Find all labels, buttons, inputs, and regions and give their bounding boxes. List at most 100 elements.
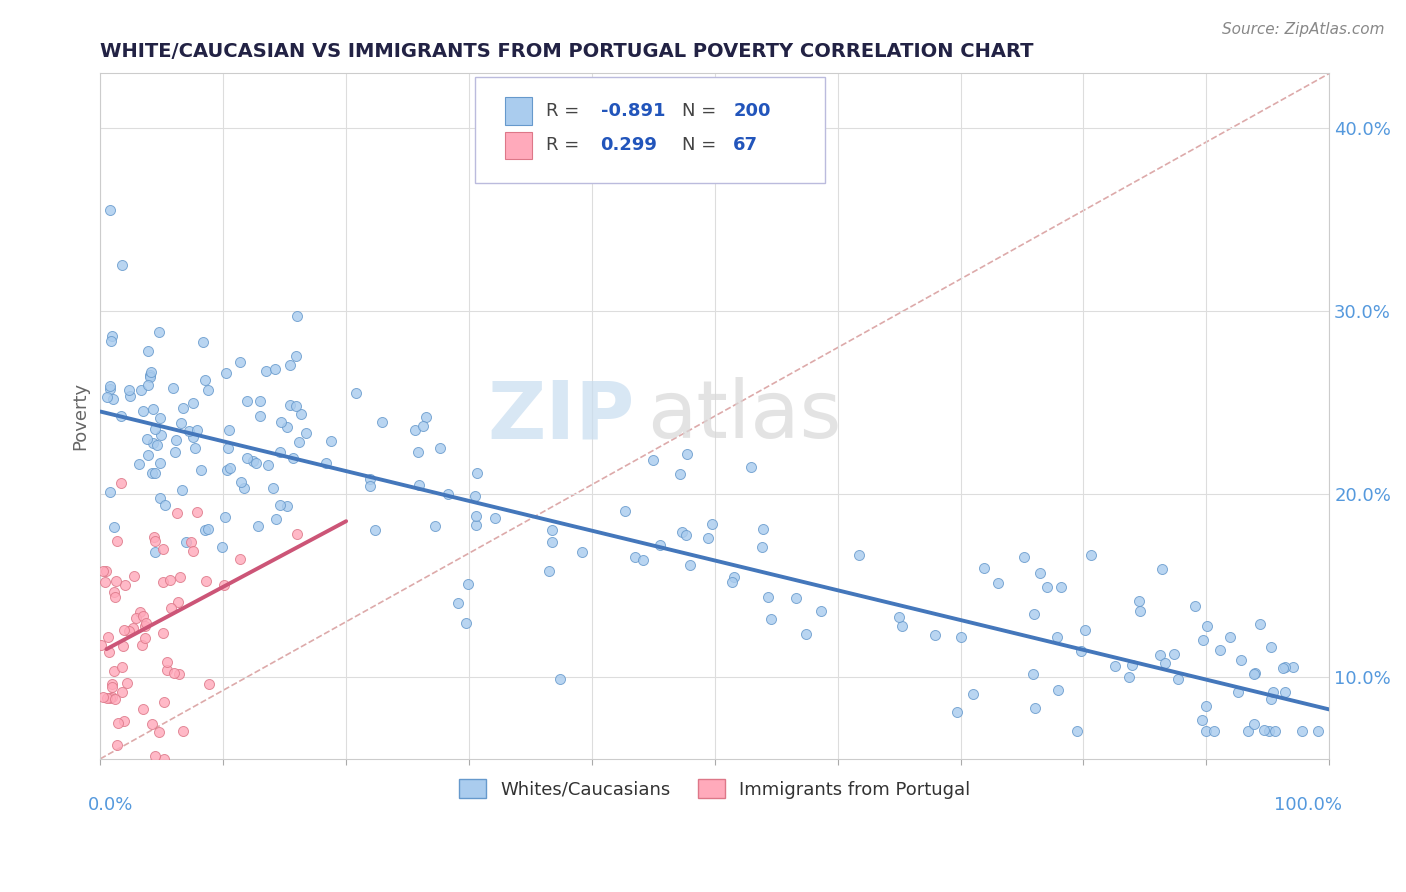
Point — [139, 365, 162, 379]
Point — [1149, 648, 1171, 662]
Point — [152, 542, 174, 557]
FancyBboxPatch shape — [505, 132, 531, 159]
Point — [111, 639, 134, 653]
Point — [287, 434, 309, 449]
Point — [197, 384, 219, 398]
Point — [290, 407, 312, 421]
Point — [232, 481, 254, 495]
Point — [756, 590, 779, 604]
Point — [1282, 660, 1305, 674]
Point — [143, 545, 166, 559]
Point — [464, 517, 486, 532]
Point — [1274, 685, 1296, 699]
Point — [415, 410, 437, 425]
Point — [165, 434, 187, 448]
Point — [541, 523, 564, 537]
Point — [464, 508, 486, 523]
Point — [1129, 604, 1152, 618]
Point — [1192, 633, 1215, 648]
Point — [1070, 644, 1092, 658]
Point — [264, 512, 287, 526]
Point — [891, 618, 914, 632]
Point — [1258, 724, 1281, 739]
Point — [364, 523, 387, 537]
Point — [1029, 566, 1052, 581]
Point — [96, 691, 118, 706]
Point — [962, 687, 984, 701]
Point — [136, 378, 159, 392]
Point — [105, 738, 128, 752]
Point — [128, 458, 150, 472]
Point — [1195, 699, 1218, 714]
Point — [668, 467, 690, 481]
Point — [197, 677, 219, 691]
Point — [1253, 723, 1275, 737]
Point — [671, 525, 693, 540]
Point — [174, 534, 197, 549]
Point — [98, 691, 121, 706]
Point — [648, 538, 671, 552]
Text: -0.891: -0.891 — [600, 102, 665, 120]
Point — [131, 638, 153, 652]
Point — [949, 631, 972, 645]
Point — [91, 564, 114, 578]
Point — [429, 441, 451, 455]
Point — [1219, 631, 1241, 645]
Point — [167, 594, 190, 608]
Point — [254, 364, 277, 378]
Point — [1035, 580, 1057, 594]
Point — [359, 479, 381, 493]
Point — [613, 504, 636, 518]
Point — [129, 605, 152, 619]
Point — [159, 601, 181, 615]
Point — [107, 715, 129, 730]
Point — [423, 519, 446, 533]
Point — [149, 410, 172, 425]
Point — [278, 398, 301, 412]
Point — [1260, 640, 1282, 654]
Point — [121, 621, 143, 635]
Point — [155, 498, 177, 512]
Point — [172, 723, 194, 738]
Point — [136, 344, 159, 359]
Point — [229, 551, 252, 566]
Point — [153, 695, 176, 709]
Point — [186, 423, 208, 437]
Point — [236, 450, 259, 465]
Point — [541, 535, 564, 549]
Point — [191, 335, 214, 350]
Point — [132, 609, 155, 624]
Point — [181, 430, 204, 444]
Point — [142, 530, 165, 544]
Point — [103, 585, 125, 599]
Text: 100.0%: 100.0% — [1274, 797, 1341, 814]
Point — [412, 419, 434, 434]
Point — [111, 258, 134, 272]
Text: Source: ZipAtlas.com: Source: ZipAtlas.com — [1222, 22, 1385, 37]
Point — [1236, 724, 1258, 739]
Point — [973, 561, 995, 575]
Point — [848, 548, 870, 562]
Point — [631, 553, 654, 567]
Point — [98, 378, 121, 392]
Point — [1272, 661, 1295, 675]
Point — [285, 400, 308, 414]
Text: N =: N = — [682, 102, 721, 120]
Point — [142, 401, 165, 416]
Point — [131, 383, 153, 397]
Point — [1226, 685, 1249, 699]
Point — [197, 522, 219, 536]
Point — [163, 665, 186, 680]
Point — [150, 428, 173, 442]
Point — [141, 467, 163, 481]
Text: atlas: atlas — [647, 377, 842, 455]
Point — [1261, 685, 1284, 699]
Point — [132, 702, 155, 716]
Point — [404, 423, 426, 437]
Point — [93, 690, 115, 704]
Point — [269, 498, 291, 512]
Point — [1243, 667, 1265, 681]
FancyBboxPatch shape — [505, 97, 531, 125]
Point — [194, 523, 217, 537]
Point — [186, 505, 208, 519]
